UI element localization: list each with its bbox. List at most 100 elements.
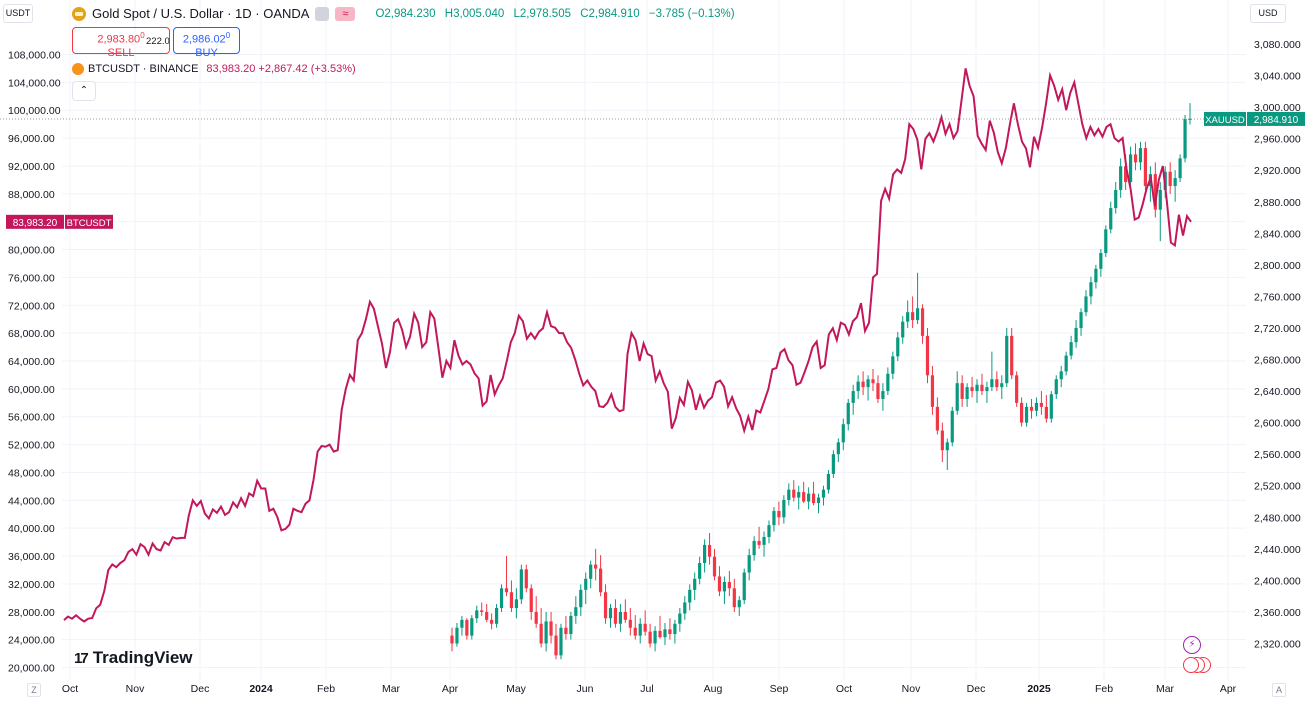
right-tick-label: 3,040.000 <box>1254 71 1301 83</box>
candle-body <box>494 608 499 624</box>
ohlc-high: H3,005.040 <box>444 7 505 20</box>
candle-body <box>841 424 845 443</box>
right-tick-label: 2,400.000 <box>1254 575 1301 587</box>
sell-price: 2,983.80 <box>97 33 141 46</box>
right-tick-label: 2,840.000 <box>1254 228 1301 240</box>
collapse-legend-button[interactable]: ⌃ <box>72 81 96 101</box>
candle-body <box>1079 312 1083 328</box>
x-tick-label: Nov <box>126 683 145 695</box>
x-tick-label: Oct <box>836 683 852 695</box>
candle-body <box>668 629 672 635</box>
candle-body <box>1069 342 1073 356</box>
right-tick-label: 2,520.000 <box>1254 481 1301 493</box>
candle-body <box>1029 406 1034 411</box>
candle-body <box>1074 327 1078 343</box>
candle-body <box>653 630 657 644</box>
candle-body <box>975 384 979 392</box>
candle-body <box>514 599 518 609</box>
candle-body <box>465 619 469 636</box>
tradingview-logo-icon: 17 <box>74 649 89 667</box>
candle-body <box>678 613 682 624</box>
candle-body <box>742 572 746 601</box>
candle-body <box>782 499 786 518</box>
candle-body <box>559 627 563 656</box>
zoom-toggle-icon[interactable]: Z <box>27 683 41 697</box>
ohlc-low: L2,978.505 <box>513 7 571 20</box>
candle-body <box>1000 383 1004 388</box>
spread-value: 222.0 <box>146 36 170 47</box>
left-tick-label: 44,000.00 <box>8 495 55 507</box>
candle-body <box>475 610 479 619</box>
sell-button[interactable]: 2,983.800 SELL <box>72 27 170 59</box>
right-tick-label: 3,080.000 <box>1254 39 1301 51</box>
right-tick-label: 2,920.000 <box>1254 165 1301 177</box>
candle-body <box>613 608 618 624</box>
candle-body <box>1049 394 1053 419</box>
candle-body <box>1005 335 1009 384</box>
candle-body <box>915 308 920 321</box>
buy-button[interactable]: 2,986.020 BUY <box>173 27 240 59</box>
flash-icon[interactable]: ⚡ <box>1183 636 1201 654</box>
candle-body <box>1188 118 1192 120</box>
right-tick-label: 2,440.000 <box>1254 544 1301 556</box>
candle-body <box>940 430 944 451</box>
left-tick-label: 100,000.00 <box>8 105 61 117</box>
hide-toggle-icon[interactable] <box>315 6 330 21</box>
candle-body <box>811 493 816 504</box>
candle-body <box>450 635 454 644</box>
candle-body <box>762 537 766 545</box>
candle-body <box>747 555 751 573</box>
candle-body <box>1173 178 1177 186</box>
candle-body <box>1178 158 1182 179</box>
data-status-icon[interactable]: ≈ <box>335 6 356 21</box>
candle-body <box>1099 253 1103 269</box>
candle-body <box>594 564 598 569</box>
us-flag-icon[interactable] <box>1183 657 1211 673</box>
right-tick-label: 2,680.000 <box>1254 355 1301 367</box>
candle-body <box>797 492 801 498</box>
candle-body <box>712 556 717 577</box>
left-tick-label: 80,000.00 <box>8 245 55 257</box>
right-tick-label: 2,880.000 <box>1254 197 1301 209</box>
left-tick-label: 32,000.00 <box>8 579 55 591</box>
candle-body <box>891 356 895 374</box>
candle-body <box>846 402 850 425</box>
auto-scale-icon[interactable]: A <box>1272 683 1286 697</box>
candle-body <box>831 454 835 474</box>
ohlc-close: C2,984.910 <box>580 7 640 20</box>
x-tick-label: Mar <box>1156 683 1175 695</box>
candle-body <box>1054 379 1058 395</box>
candle-body <box>574 607 578 616</box>
right-tick-label: 2,760.000 <box>1254 291 1301 303</box>
x-tick-label: Jul <box>640 683 653 695</box>
candle-body <box>455 627 459 644</box>
left-tick-label: 92,000.00 <box>8 161 55 173</box>
candle-body <box>826 473 831 490</box>
compare-symbol[interactable]: BTCUSDT · BINANCE <box>88 63 199 75</box>
candle-body <box>480 610 484 612</box>
candle-body <box>866 379 870 388</box>
candle-body <box>955 383 959 411</box>
xauusd-price-label: 2,984.910 <box>1254 115 1299 126</box>
candle-body <box>911 312 915 321</box>
right-unit-label[interactable]: USD <box>1250 4 1286 23</box>
x-tick-label: May <box>506 683 527 695</box>
right-tick-label: 2,800.000 <box>1254 260 1301 272</box>
buy-price-sup: 0 <box>225 31 231 40</box>
candle-body <box>1158 189 1162 210</box>
candle-body <box>772 510 776 526</box>
candle-body <box>1104 229 1108 254</box>
candle-body <box>633 627 637 636</box>
ohlc-open: O2,984.230 <box>375 7 436 20</box>
tradingview-logo[interactable]: 17 TradingView <box>74 648 193 668</box>
candle-body <box>534 611 538 624</box>
candle-body <box>623 611 627 620</box>
candle-body <box>861 381 865 388</box>
left-unit-label[interactable]: USDT <box>3 4 33 23</box>
symbol-title[interactable]: Gold Spot / U.S. Dollar · 1D · OANDA <box>92 6 310 21</box>
candle-body <box>589 564 593 579</box>
x-tick-label: Feb <box>317 683 335 695</box>
candle-body <box>1034 402 1039 411</box>
grid-lines <box>62 0 1246 680</box>
